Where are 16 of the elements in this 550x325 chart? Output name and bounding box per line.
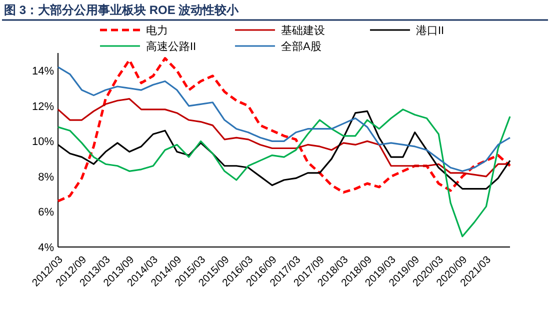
chart-title: 图 3：大部分公用事业板块 ROE 波动性较小 <box>4 3 240 17</box>
legend-label: 港口II <box>416 24 444 37</box>
line-series <box>56 57 512 202</box>
line-series <box>57 108 511 238</box>
line-series <box>57 98 511 178</box>
legend-label: 高速公路II <box>146 40 196 53</box>
legend-label: 全部A股 <box>281 40 322 53</box>
legend-label: 电力 <box>146 24 168 37</box>
y-tick-label: 6% <box>38 206 54 219</box>
y-tick-label: 8% <box>38 171 54 184</box>
line-series <box>57 66 511 172</box>
y-tick-label: 14% <box>32 66 54 78</box>
legend-label: 基础建设 <box>281 24 325 37</box>
y-tick-label: 12% <box>32 100 54 113</box>
y-tick-label: 10% <box>32 136 54 148</box>
y-tick-label: 4% <box>38 242 54 254</box>
